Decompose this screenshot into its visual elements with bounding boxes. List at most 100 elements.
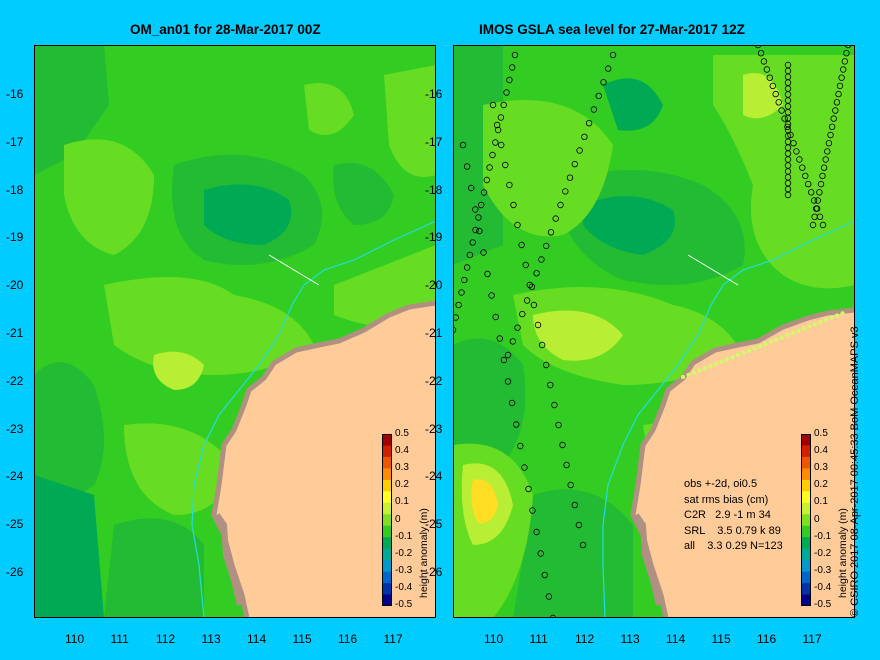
coastal-marker (791, 331, 795, 335)
track-marker (483, 176, 490, 184)
colorbar-tick-label: -0.1 (395, 530, 413, 542)
track-marker (525, 485, 532, 493)
anomaly-patch-high (483, 100, 613, 237)
track-marker (844, 45, 852, 49)
colorbar-swatch (382, 594, 392, 606)
track-marker (514, 221, 521, 229)
colorbar-swatch (382, 514, 392, 527)
y-tick-label: -20 (425, 278, 443, 293)
right-panel-title: IMOS GSLA sea level for 27-Mar-2017 12Z (479, 22, 745, 37)
x-tick-label: 110 (65, 632, 85, 646)
colorbar-tick-label: -0.2 (814, 547, 832, 559)
coastal-marker (763, 342, 768, 346)
x-tick-label: 112 (156, 632, 176, 646)
track-marker (796, 156, 803, 163)
track-marker (799, 164, 806, 171)
track-marker (824, 148, 831, 155)
track-marker (562, 188, 569, 195)
stats-line: sat rms bias (cm) (684, 493, 769, 506)
y-tick-label: -17 (425, 134, 443, 149)
coastal-marker (686, 372, 691, 377)
colorbar-tick-label: 0.3 (395, 462, 409, 474)
y-tick-label: -23 (425, 421, 443, 436)
track-marker (493, 121, 501, 129)
track-marker (814, 197, 821, 204)
x-tick-label: 112 (575, 632, 595, 646)
track-marker (547, 381, 554, 389)
colorbar-title-left: height anomaly (m) (418, 508, 430, 598)
track-marker (514, 324, 521, 331)
colorbar-swatch (382, 445, 392, 458)
shark-bay-coast (633, 513, 662, 606)
track-marker (769, 82, 776, 90)
x-tick-label: 113 (201, 632, 221, 646)
colorbar-swatch (801, 456, 811, 469)
colorbar-swatch (801, 502, 811, 515)
track-marker (754, 45, 762, 49)
track-marker (458, 289, 465, 296)
track-marker (472, 206, 479, 213)
colorbar-swatch (382, 548, 392, 561)
track-marker (551, 401, 558, 409)
y-tick-label: -24 (6, 469, 24, 484)
y-tick-label: -24 (425, 469, 443, 484)
track-marker (500, 356, 508, 364)
track-marker (563, 461, 570, 469)
coastal-marker (736, 353, 740, 357)
track-marker (600, 79, 607, 86)
left-map (34, 45, 436, 618)
colorbar-swatch (382, 560, 392, 573)
x-tick-label: 117 (383, 632, 403, 646)
colorbar-swatch (801, 537, 811, 550)
coastal-marker (758, 344, 762, 349)
y-tick-label: -25 (425, 517, 443, 532)
track-marker (820, 164, 828, 171)
track-marker (579, 541, 587, 549)
anomaly-patch-low (453, 45, 503, 265)
colorbar-tick-label: 0.2 (814, 479, 828, 491)
track-marker (466, 251, 474, 259)
coastal-marker (752, 346, 757, 351)
track-marker (552, 215, 559, 222)
australia-land (633, 310, 855, 618)
track-marker (492, 139, 499, 146)
stats-line: SRL 3.5 0.79 k 89 (684, 524, 781, 537)
track-marker (475, 214, 482, 221)
colorbar-swatch (801, 434, 811, 446)
track-marker (509, 64, 516, 71)
track-marker (832, 107, 839, 114)
anomaly-patch-low (34, 362, 104, 500)
track-marker (523, 297, 531, 304)
track-marker (530, 301, 538, 309)
track-marker (489, 101, 497, 109)
track-marker (766, 74, 773, 81)
coastal-marker (730, 355, 735, 360)
colorbar-tick-label: 0.5 (814, 428, 828, 439)
coastal-marker (747, 348, 751, 353)
colorbar-swatch (382, 571, 392, 584)
x-tick-label: 111 (529, 632, 548, 646)
track-marker (813, 205, 821, 212)
track-marker (453, 326, 457, 334)
coastal-marker (796, 328, 801, 333)
track-marker (843, 49, 850, 57)
y-tick-label: -16 (6, 87, 24, 101)
colorbar-tick-label: -0.3 (395, 564, 413, 576)
track-marker (526, 281, 533, 289)
y-tick-label: -22 (425, 373, 443, 388)
track-marker (511, 51, 519, 59)
track-marker (496, 335, 503, 342)
track-marker (808, 189, 815, 196)
stats-line: C2R 2.9 -1 m 34 (684, 509, 771, 521)
anomaly-patch-high (153, 351, 204, 390)
track-marker (810, 197, 818, 204)
track-marker (793, 148, 800, 155)
track-marker (522, 261, 529, 269)
colorbar-tick-label: -0.4 (395, 581, 413, 593)
track-marker (571, 160, 578, 168)
colorbar-tick-label: 0 (814, 513, 820, 525)
colorbar-tick-label: 0.1 (814, 496, 828, 508)
track-marker (463, 163, 471, 170)
anomaly-patch-high (533, 310, 623, 361)
australia-land (214, 303, 436, 618)
